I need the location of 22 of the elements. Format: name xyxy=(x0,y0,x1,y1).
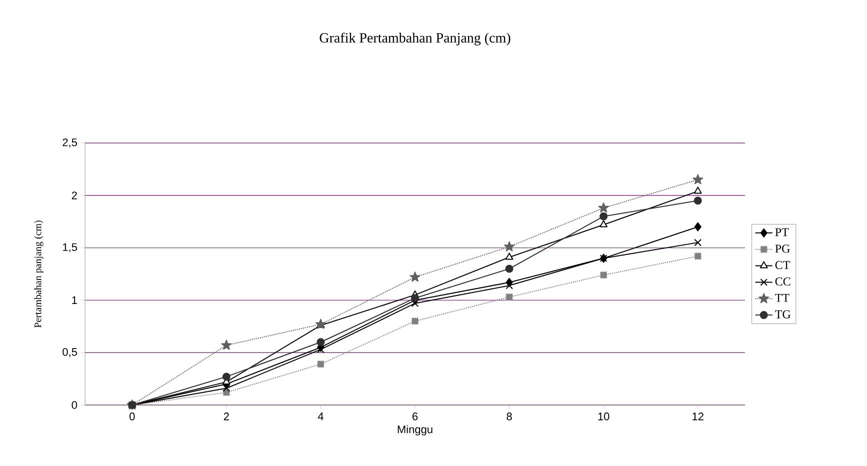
x-tick-label: 4 xyxy=(318,412,324,420)
y-tick-label: 2 xyxy=(72,192,77,200)
x-tick-label: 10 xyxy=(598,412,610,420)
y-tick-label: 0,5 xyxy=(62,348,77,358)
x-tick-label: 0 xyxy=(130,412,135,420)
y-tick-label: 1 xyxy=(72,296,77,304)
legend-label: PG xyxy=(775,244,790,253)
x-tick-label: 12 xyxy=(692,412,704,420)
legend-label: CT xyxy=(775,261,790,270)
y-tick-label: 2,5 xyxy=(62,138,77,148)
y-tick-label: 1,5 xyxy=(63,243,77,252)
legend-label: PT xyxy=(775,228,789,236)
legend-label: TT xyxy=(775,294,790,302)
legend-label: CC xyxy=(775,277,790,286)
legend-label: TG xyxy=(775,310,791,318)
y-tick-label: 0 xyxy=(72,401,78,409)
y-axis-title: Pertambahan panjang (cm) xyxy=(34,220,44,328)
x-tick-label: 2 xyxy=(224,412,229,420)
x-tick-label: 8 xyxy=(506,412,512,420)
x-axis-title: Minggu xyxy=(398,425,432,436)
x-tick-label: 6 xyxy=(412,412,418,420)
chart-title: Grafik Pertambahan Panjang (cm) xyxy=(320,32,510,46)
